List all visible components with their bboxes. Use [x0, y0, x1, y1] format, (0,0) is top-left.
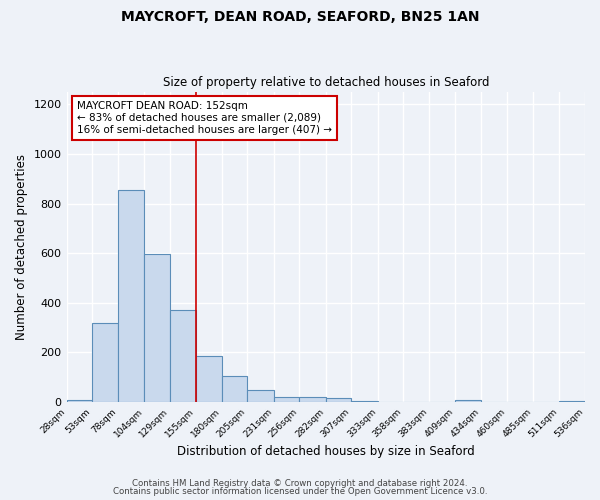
Bar — [196, 356, 221, 402]
Bar — [299, 397, 326, 402]
Bar — [274, 397, 299, 402]
Text: MAYCROFT DEAN ROAD: 152sqm
← 83% of detached houses are smaller (2,089)
16% of s: MAYCROFT DEAN ROAD: 152sqm ← 83% of deta… — [77, 102, 332, 134]
Bar — [326, 398, 351, 402]
Bar — [455, 400, 481, 402]
Bar — [247, 390, 274, 402]
Text: Contains HM Land Registry data © Crown copyright and database right 2024.: Contains HM Land Registry data © Crown c… — [132, 478, 468, 488]
Title: Size of property relative to detached houses in Seaford: Size of property relative to detached ho… — [163, 76, 489, 90]
Bar — [170, 310, 196, 402]
Bar — [67, 400, 92, 402]
Bar — [118, 190, 144, 402]
Bar — [221, 376, 247, 402]
X-axis label: Distribution of detached houses by size in Seaford: Distribution of detached houses by size … — [177, 444, 475, 458]
Bar — [351, 401, 378, 402]
Bar — [92, 322, 118, 402]
Bar — [144, 254, 170, 402]
Text: Contains public sector information licensed under the Open Government Licence v3: Contains public sector information licen… — [113, 487, 487, 496]
Text: MAYCROFT, DEAN ROAD, SEAFORD, BN25 1AN: MAYCROFT, DEAN ROAD, SEAFORD, BN25 1AN — [121, 10, 479, 24]
Y-axis label: Number of detached properties: Number of detached properties — [15, 154, 28, 340]
